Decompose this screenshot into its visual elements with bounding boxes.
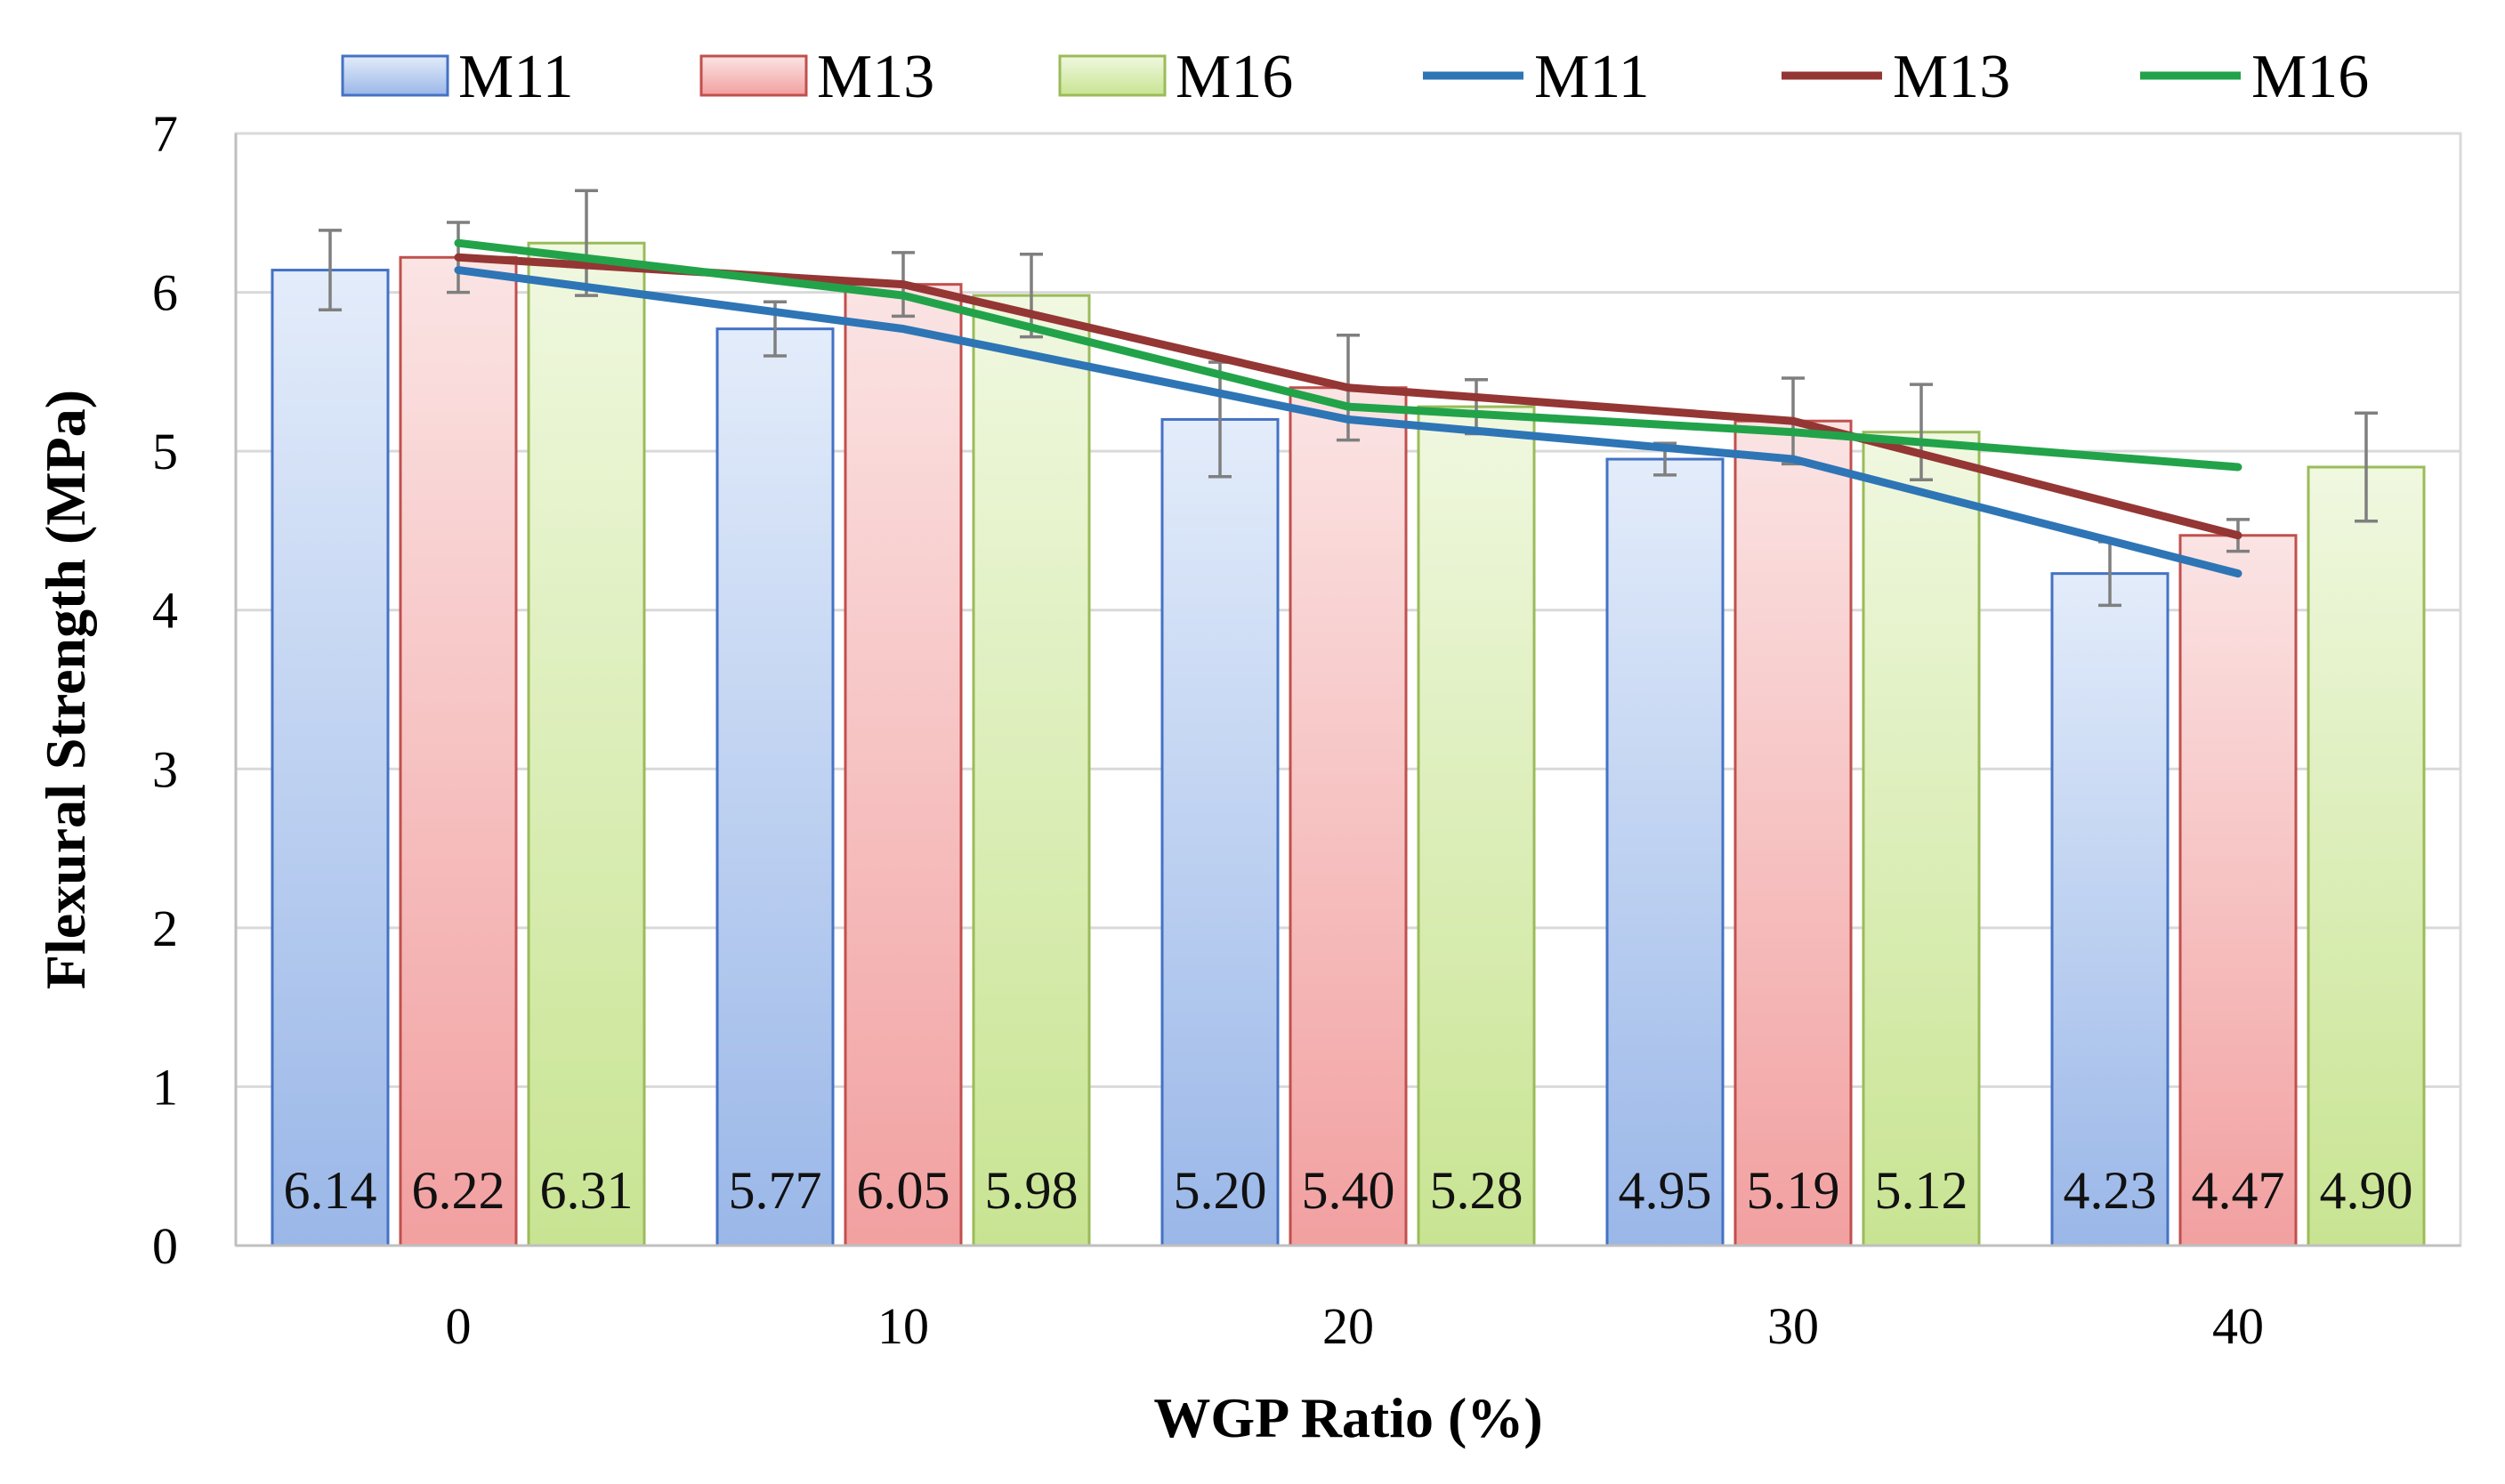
data-label: 5.28	[1430, 1161, 1523, 1220]
legend-label: M13	[1893, 43, 2010, 111]
y-tick-label: 4	[152, 582, 178, 640]
error-bar	[1020, 252, 1043, 339]
data-label: 5.98	[985, 1161, 1079, 1220]
bar-m13-30	[1733, 419, 1853, 1247]
bar-m16-40	[2307, 465, 2426, 1247]
bar-m11-0	[271, 269, 390, 1247]
legend-swatch	[341, 54, 449, 97]
legend-item-bar-m16: M16	[1058, 43, 1293, 111]
trend-line-m11	[454, 266, 2242, 578]
y-tick-label: 0	[152, 1217, 178, 1275]
legend-item-bar-m13: M13	[699, 43, 934, 111]
bar-m13-40	[2178, 534, 2298, 1247]
x-tick-label: 40	[2212, 1297, 2264, 1355]
y-tick-label: 1	[152, 1058, 178, 1116]
x-tick-label: 10	[877, 1297, 929, 1355]
bar-m11-10	[715, 327, 835, 1247]
legend-swatch	[1058, 54, 1167, 97]
trend-line-m16	[454, 238, 2242, 472]
data-label: 4.90	[2320, 1161, 2413, 1220]
legend-label: M11	[458, 43, 574, 111]
bar-m16-30	[1862, 431, 1981, 1247]
data-label: 5.12	[1875, 1161, 1968, 1220]
legend-item-line-m11: M11	[1423, 43, 1650, 111]
y-tick-label: 6	[152, 264, 178, 322]
data-label: 5.77	[729, 1161, 822, 1220]
y-tick-label: 3	[152, 740, 178, 798]
data-label: 6.05	[857, 1161, 950, 1220]
bar-m16-0	[527, 241, 646, 1247]
bar-m11-20	[1160, 417, 1280, 1247]
bar-m13-0	[399, 255, 518, 1247]
data-label: 6.22	[412, 1161, 505, 1220]
data-label: 5.20	[1174, 1161, 1267, 1220]
legend-label: M16	[2251, 43, 2369, 111]
x-tick-label: 0	[446, 1297, 472, 1355]
data-label: 4.47	[2192, 1161, 2285, 1220]
error-bar	[319, 229, 342, 311]
bar-m13-20	[1289, 386, 1408, 1247]
x-tick-label: 20	[1322, 1297, 1374, 1355]
trend-lines	[454, 238, 2242, 578]
data-label: 5.19	[1747, 1161, 1840, 1220]
legend-swatch	[699, 54, 808, 97]
error-bar	[1910, 383, 1933, 482]
y-tick-label: 5	[152, 423, 178, 480]
x-tick-label: 30	[1767, 1297, 1819, 1355]
error-bars	[319, 189, 2378, 608]
legend-item-line-m13: M13	[1782, 43, 2010, 111]
data-label: 5.40	[1302, 1161, 1395, 1220]
legend-item-line-m16: M16	[2140, 43, 2369, 111]
bar-m16-20	[1417, 405, 1536, 1247]
legend-label: M11	[1534, 43, 1650, 111]
y-tick-label: 2	[152, 899, 178, 957]
legend-label: M16	[1176, 43, 1293, 111]
bar-m13-10	[844, 283, 963, 1247]
data-label: 4.95	[1619, 1161, 1712, 1220]
error-bar	[575, 189, 598, 297]
data-label: 4.23	[2064, 1161, 2157, 1220]
legend-label: M13	[817, 43, 934, 111]
data-labels: 6.14 5.77 5.20 4.95 4.23 6.22 6.05 5.40 5.19 4.47…	[284, 1161, 2413, 1220]
y-tick-label: 7	[152, 105, 178, 163]
bar-m16-10	[972, 294, 1091, 1247]
legend-item-bar-m11: M11	[341, 43, 574, 111]
error-bar	[2355, 411, 2378, 523]
legend: M11 M13 M16 M11 M13 M16	[341, 43, 2369, 111]
bar-m11-40	[2050, 572, 2170, 1247]
data-label: 6.31	[540, 1161, 634, 1220]
data-label: 6.14	[284, 1161, 377, 1220]
bar-m11-30	[1605, 457, 1725, 1247]
axes: 0 1 2 3 4 5 6 7 0 10 20 30 40	[152, 105, 2461, 1355]
x-axis-title: WGP Ratio (%)	[1153, 1386, 1542, 1449]
y-axis-title: Flexural Strength (MPa)	[34, 390, 97, 989]
